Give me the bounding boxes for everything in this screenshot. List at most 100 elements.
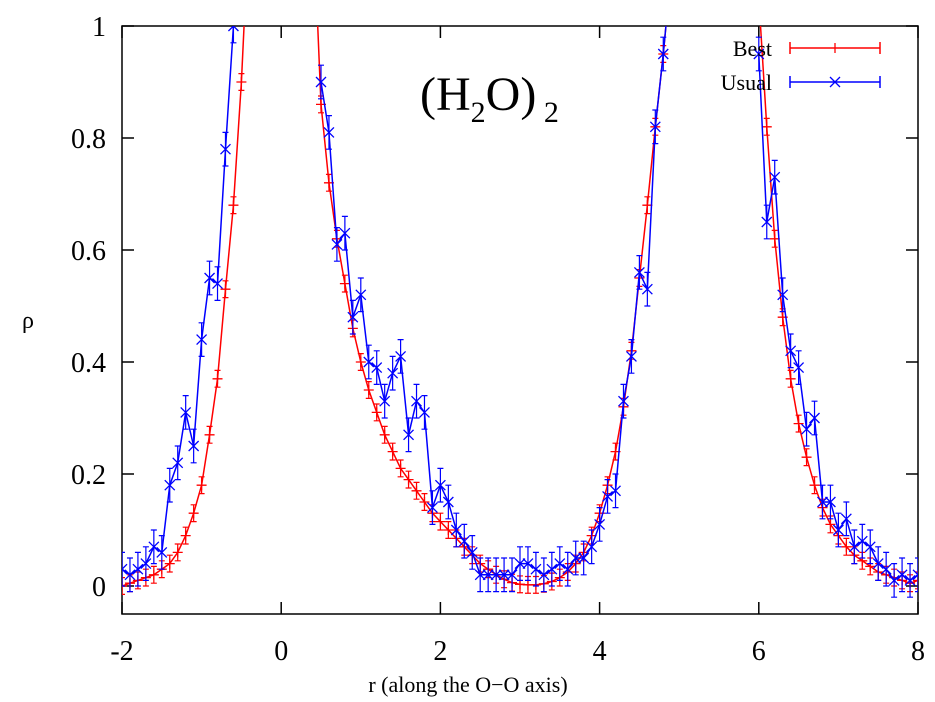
marker — [570, 552, 582, 564]
annotation-part: O) — [486, 68, 537, 121]
marker — [474, 569, 486, 581]
marker — [649, 121, 661, 133]
marker — [450, 524, 462, 536]
marker — [888, 574, 900, 586]
marker — [904, 574, 916, 586]
marker — [514, 558, 526, 570]
marker — [156, 546, 168, 558]
marker — [411, 485, 422, 496]
marker — [602, 490, 614, 502]
x-tick-label: 4 — [593, 636, 607, 667]
marker — [769, 171, 781, 183]
marker — [355, 289, 367, 301]
x-tick-label: -2 — [110, 636, 133, 667]
marker — [793, 362, 805, 374]
marker — [554, 558, 566, 570]
marker — [339, 278, 350, 289]
marker — [148, 569, 159, 580]
marker — [395, 350, 407, 362]
marker — [403, 429, 415, 441]
marker — [387, 367, 399, 379]
marker — [586, 541, 598, 553]
marker — [122, 563, 128, 575]
marker — [562, 563, 574, 575]
marker — [824, 496, 836, 508]
marker — [188, 440, 200, 452]
marker — [594, 518, 606, 530]
marker — [633, 266, 645, 278]
marker — [618, 395, 629, 407]
x-axis-label: r (along the O−O axis) — [368, 672, 567, 697]
error-bar — [122, 551, 125, 587]
marker — [610, 485, 621, 497]
error-bar — [122, 577, 125, 595]
marker — [443, 525, 454, 535]
marker — [578, 552, 590, 564]
marker — [315, 76, 327, 88]
error-bar — [915, 557, 918, 593]
x-tick-label: 2 — [433, 636, 447, 667]
marker — [801, 423, 813, 435]
marker — [395, 463, 406, 474]
marker — [546, 563, 558, 575]
marker — [753, 48, 765, 60]
marker — [212, 373, 223, 384]
marker — [371, 407, 382, 418]
marker — [339, 227, 351, 239]
marker — [657, 48, 669, 60]
marker — [172, 547, 183, 558]
series-group — [122, 0, 918, 598]
marker — [411, 395, 422, 407]
y-tick-label: 1 — [92, 12, 106, 43]
marker — [832, 524, 844, 536]
marker — [466, 546, 478, 558]
marker — [379, 429, 390, 440]
marker — [132, 563, 144, 575]
marker — [809, 412, 820, 424]
y-tick-label: 0 — [92, 572, 106, 603]
marker — [323, 126, 335, 138]
marker — [506, 569, 518, 581]
marker — [204, 272, 216, 284]
marker — [498, 569, 510, 581]
marker — [387, 446, 398, 457]
marker — [848, 541, 860, 553]
marker — [172, 457, 184, 469]
marker — [228, 200, 239, 211]
marker — [403, 474, 414, 485]
marker — [754, 0, 764, 3]
annotation-part: (H — [420, 68, 471, 121]
marker — [355, 357, 366, 367]
marker — [522, 558, 534, 570]
plot-frame — [121, 25, 919, 615]
marker — [363, 385, 374, 395]
marker — [347, 311, 359, 323]
error-bar — [756, 0, 762, 6]
marker — [785, 345, 797, 357]
x-tick-label: 0 — [274, 636, 288, 667]
marker — [913, 575, 918, 586]
marker — [761, 121, 772, 132]
marker — [220, 284, 231, 295]
marker — [801, 452, 812, 463]
marker — [872, 558, 884, 570]
annotation-part: 2 — [536, 96, 559, 129]
marker — [530, 563, 542, 575]
marker — [148, 541, 160, 553]
marker — [880, 563, 892, 575]
marker — [419, 497, 430, 507]
marker — [809, 480, 820, 491]
y-tick-label: 0.4 — [71, 348, 106, 379]
marker — [458, 535, 470, 547]
annotation-part: 2 — [471, 96, 486, 129]
y-tick-label: 0.8 — [71, 124, 106, 155]
marker — [817, 496, 828, 508]
marker — [641, 283, 653, 295]
marker — [419, 406, 430, 418]
marker — [442, 496, 454, 508]
annotation: (H2O) 2 — [420, 68, 559, 129]
y-tick-label: 0.2 — [71, 460, 106, 491]
marker — [122, 581, 127, 591]
marker — [188, 508, 199, 519]
marker — [164, 558, 175, 569]
